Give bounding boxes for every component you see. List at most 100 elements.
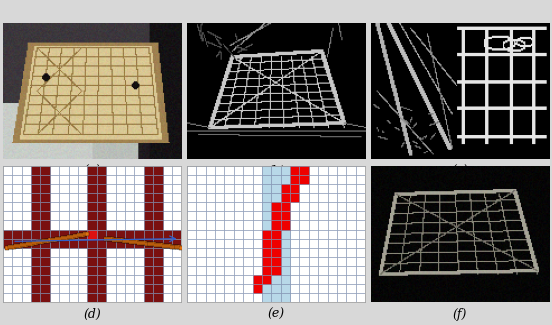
Bar bbox=[3, 266, 12, 275]
Bar bbox=[252, 220, 262, 229]
Bar bbox=[31, 211, 40, 220]
Bar bbox=[125, 184, 134, 193]
Bar bbox=[68, 202, 78, 211]
Bar bbox=[187, 184, 196, 193]
Bar bbox=[172, 275, 182, 284]
Bar bbox=[40, 220, 50, 229]
Bar bbox=[172, 266, 182, 275]
Bar bbox=[106, 184, 115, 193]
Bar bbox=[162, 239, 172, 248]
Bar bbox=[262, 248, 271, 257]
Bar bbox=[87, 184, 97, 193]
Bar bbox=[205, 257, 215, 266]
Bar bbox=[262, 202, 271, 211]
Bar bbox=[262, 229, 271, 239]
Bar bbox=[356, 211, 365, 220]
Bar bbox=[3, 284, 12, 293]
Bar bbox=[215, 293, 224, 302]
Bar bbox=[87, 248, 97, 257]
Bar bbox=[87, 257, 97, 266]
Bar bbox=[281, 293, 290, 302]
Bar bbox=[144, 202, 153, 211]
Bar bbox=[50, 184, 59, 193]
Bar bbox=[87, 229, 97, 239]
Bar bbox=[153, 248, 162, 257]
Bar bbox=[262, 166, 271, 175]
Bar bbox=[290, 193, 300, 202]
Bar bbox=[59, 239, 68, 248]
Bar bbox=[87, 220, 97, 229]
Bar bbox=[59, 266, 68, 275]
Bar bbox=[115, 266, 125, 275]
Bar bbox=[328, 193, 337, 202]
Bar bbox=[153, 220, 162, 229]
Bar bbox=[224, 211, 233, 220]
Bar bbox=[319, 293, 328, 302]
Bar bbox=[144, 266, 153, 275]
Bar bbox=[252, 229, 262, 239]
Bar bbox=[12, 202, 22, 211]
Bar bbox=[97, 211, 106, 220]
Bar bbox=[356, 193, 365, 202]
Bar bbox=[87, 293, 97, 302]
Bar bbox=[337, 266, 347, 275]
Bar bbox=[144, 166, 153, 175]
Bar bbox=[337, 220, 347, 229]
Bar bbox=[300, 184, 309, 193]
Bar bbox=[319, 248, 328, 257]
Text: (b): (b) bbox=[267, 164, 285, 177]
Bar bbox=[97, 202, 106, 211]
Bar bbox=[187, 166, 196, 175]
Bar bbox=[31, 193, 40, 202]
Bar bbox=[271, 202, 281, 211]
Bar bbox=[31, 284, 40, 293]
Bar bbox=[271, 202, 281, 211]
Bar bbox=[40, 166, 50, 175]
Bar bbox=[356, 229, 365, 239]
Bar bbox=[31, 220, 40, 229]
Bar bbox=[262, 239, 271, 248]
Bar bbox=[187, 211, 196, 220]
Bar bbox=[319, 211, 328, 220]
Bar bbox=[172, 284, 182, 293]
Bar bbox=[328, 239, 337, 248]
Bar bbox=[115, 220, 125, 229]
Bar bbox=[252, 293, 262, 302]
Bar bbox=[281, 193, 290, 202]
Bar bbox=[271, 175, 281, 184]
Bar bbox=[215, 248, 224, 257]
Bar bbox=[40, 284, 50, 293]
Bar bbox=[309, 175, 319, 184]
Bar bbox=[97, 257, 106, 266]
Bar bbox=[215, 220, 224, 229]
Bar bbox=[31, 229, 40, 239]
Bar bbox=[68, 284, 78, 293]
Bar bbox=[40, 239, 50, 248]
Bar bbox=[271, 293, 281, 302]
Bar bbox=[271, 293, 281, 302]
Bar bbox=[262, 248, 271, 257]
Bar bbox=[59, 229, 68, 239]
Bar bbox=[300, 220, 309, 229]
Bar bbox=[59, 166, 68, 175]
Bar bbox=[59, 202, 68, 211]
Bar bbox=[97, 229, 106, 239]
Bar bbox=[300, 293, 309, 302]
Bar bbox=[50, 220, 59, 229]
Bar bbox=[347, 284, 356, 293]
Bar bbox=[233, 184, 243, 193]
Bar bbox=[215, 211, 224, 220]
Bar bbox=[97, 275, 106, 284]
Bar bbox=[281, 275, 290, 284]
Bar bbox=[300, 257, 309, 266]
Bar bbox=[243, 266, 252, 275]
Bar bbox=[115, 184, 125, 193]
Bar bbox=[347, 202, 356, 211]
Bar bbox=[22, 239, 31, 248]
Bar bbox=[252, 239, 262, 248]
Bar bbox=[68, 275, 78, 284]
Bar bbox=[196, 248, 205, 257]
Bar bbox=[106, 193, 115, 202]
Bar bbox=[97, 266, 106, 275]
Bar bbox=[262, 257, 271, 266]
